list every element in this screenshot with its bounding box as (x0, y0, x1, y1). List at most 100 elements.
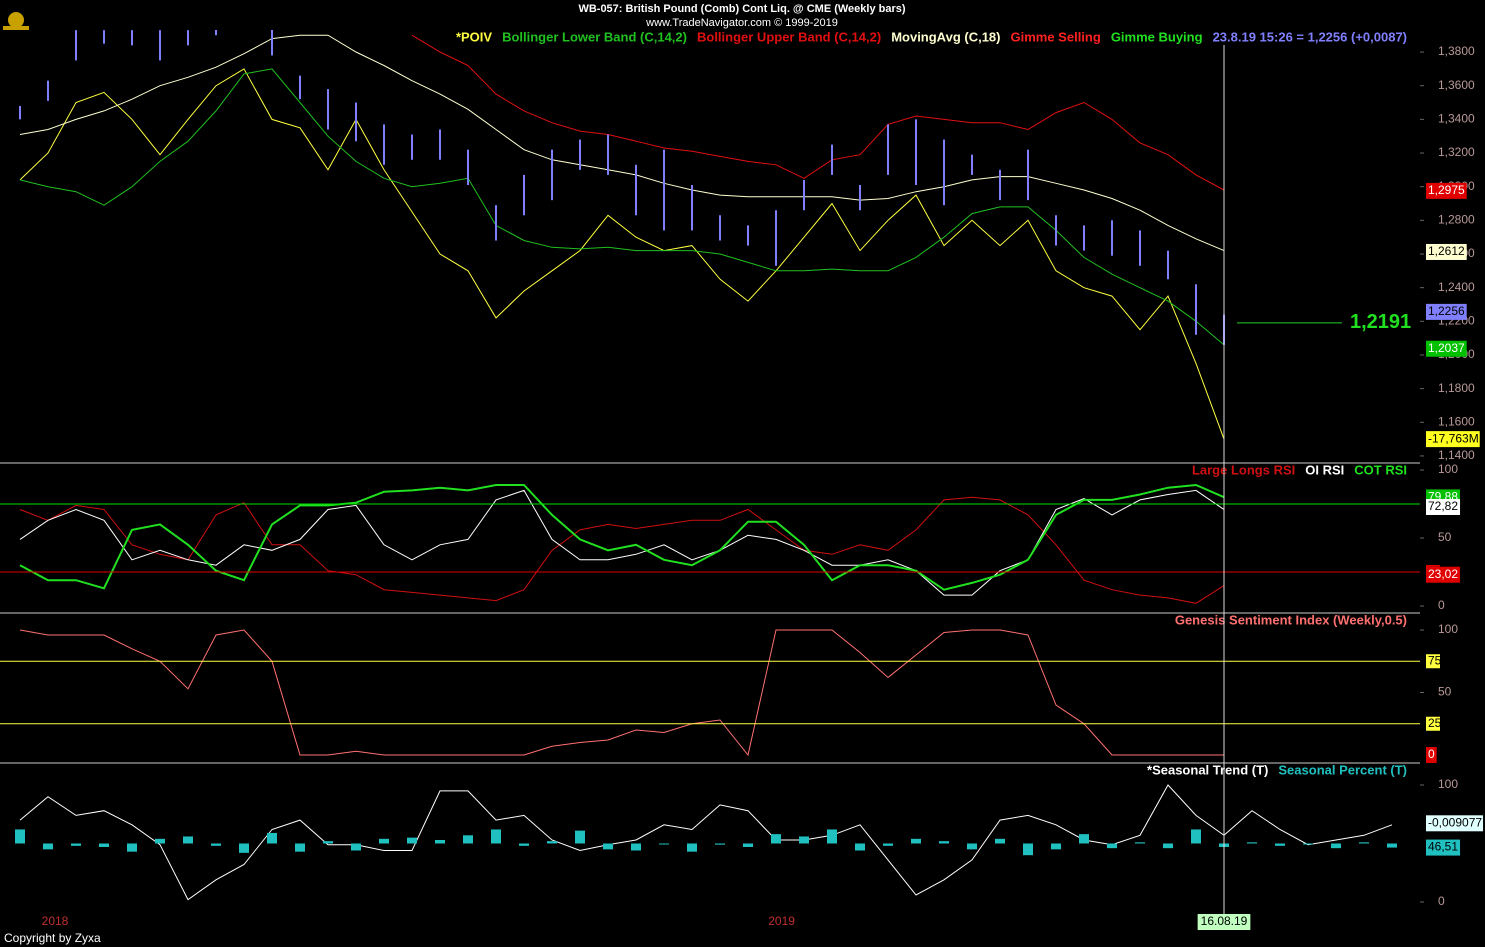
y-tick-label: 1,1400 (1438, 448, 1475, 462)
legend-entry: Seasonal Percent (T) (1278, 762, 1407, 777)
x-tick-label: 2018 (42, 914, 69, 928)
hist-bar (911, 838, 921, 844)
legend-entry: Gimme Buying (1111, 29, 1203, 44)
hist-bar (659, 843, 669, 845)
hist-bar (1303, 843, 1313, 845)
last-value-bg (1426, 566, 1461, 583)
y-tick-label: 1,3600 (1438, 78, 1475, 92)
footer: Copyright by Zyxa (4, 931, 101, 945)
hist-bar (99, 843, 109, 847)
series-line (19, 68, 1225, 346)
hist-bar (1359, 842, 1369, 844)
y-tick-label: 0 (1438, 598, 1445, 612)
panel (19, 30, 1225, 440)
last-value-bg (1426, 182, 1467, 199)
series-line (19, 34, 1225, 252)
poiv-label: -17,763M (1428, 431, 1479, 445)
y-tick-label: 1,3800 (1438, 44, 1475, 58)
hist-bar (547, 841, 557, 844)
level-label-bg (1426, 654, 1440, 669)
hist-bar (575, 830, 585, 844)
hist-bar (351, 843, 361, 851)
hist-bar (239, 843, 249, 853)
level-label: 75 (1428, 653, 1442, 667)
hist-bar (1331, 843, 1341, 849)
cursor-date-bg (1197, 914, 1251, 930)
x-tick-label: 2019 (768, 914, 795, 928)
last-value-label: 0 (1428, 747, 1435, 761)
legend-entry: Bollinger Upper Band (C,14,2) (697, 29, 881, 44)
hist-bar (771, 834, 781, 844)
y-tick-label: 1,3200 (1438, 145, 1475, 159)
hist-bar (1247, 842, 1257, 844)
last-value-bg (1426, 498, 1461, 515)
hist-bar (715, 843, 725, 845)
trend-label: -0,009077 (1428, 815, 1482, 829)
hist-bar (1275, 843, 1285, 846)
last-value-bg (1426, 303, 1467, 320)
hist-bar (827, 829, 837, 844)
series-line (19, 68, 1225, 440)
y-tick-label: 50 (1438, 530, 1452, 544)
series-line (19, 784, 1393, 901)
series-line (19, 483, 1225, 591)
poiv-label-bg (1426, 431, 1480, 448)
legend-entry: Gimme Selling (1011, 29, 1101, 44)
y-tick-label: 1,1800 (1438, 381, 1475, 395)
legend-entry: 23.8.19 15:26 = 1,2256 (+0,0087) (1213, 29, 1407, 44)
last-value-bg (1426, 839, 1461, 856)
hist-bar (1107, 843, 1117, 849)
y-tick-label: 50 (1438, 685, 1452, 699)
hist-bar (463, 835, 473, 844)
hist-bar (435, 839, 445, 844)
panel (19, 629, 1224, 757)
hist-bar (379, 838, 389, 844)
hist-bar (967, 843, 977, 850)
hist-bar (127, 843, 137, 852)
hist-bar (687, 843, 697, 852)
last-value-label: 1,2037 (1428, 341, 1465, 355)
legend-entry: *POIV (456, 29, 492, 44)
hist-bar (15, 829, 25, 844)
legend-entry: OI RSI (1305, 462, 1344, 477)
hist-bar (939, 841, 949, 844)
hist-bar (1079, 834, 1089, 844)
hist-bar (407, 837, 417, 844)
last-value-label: 1,2612 (1428, 244, 1465, 258)
series-line (19, 629, 1224, 757)
hist-bar (855, 843, 865, 851)
last-value-label: 1,2256 (1428, 304, 1465, 318)
hist-bar (267, 832, 277, 844)
chart-title: WB-057: British Pound (Comb) Cont Liq. @… (578, 3, 905, 15)
cursor-date: 16.08.19 (1201, 914, 1248, 928)
hist-bar (491, 829, 501, 844)
hist-bar (71, 843, 81, 846)
last-value-label: 23,02 (1428, 567, 1458, 581)
level-label: 25 (1428, 716, 1442, 730)
chart-subtitle: www.TradeNavigator.com © 1999-2019 (645, 17, 838, 29)
last-value-bg (1426, 243, 1467, 260)
last-value-label: 72,82 (1428, 499, 1458, 513)
hist-bar (1051, 843, 1061, 850)
legend-entry: Genesis Sentiment Index (Weekly,0.5) (1175, 612, 1407, 627)
level-label-bg (1426, 716, 1440, 731)
hist-bar (183, 836, 193, 844)
series-line (411, 34, 1225, 191)
hist-bar (995, 838, 1005, 844)
y-tick-label: 1,2800 (1438, 213, 1475, 227)
hist-bar (1387, 843, 1397, 848)
y-tick-label: 1,2400 (1438, 280, 1475, 294)
panel (15, 784, 1397, 901)
hist-bar (603, 843, 613, 850)
legend-entry: Bollinger Lower Band (C,14,2) (502, 29, 687, 44)
legend-entry: Large Longs RSI (1192, 462, 1295, 477)
y-tick-label: 1,1600 (1438, 414, 1475, 428)
legend-entry: COT RSI (1354, 462, 1407, 477)
y-tick-label: 1,3400 (1438, 112, 1475, 126)
logo (3, 12, 29, 30)
last-value-bg (1426, 340, 1467, 357)
panel (19, 483, 1225, 604)
legend-entry: *Seasonal Trend (T) (1147, 762, 1268, 777)
series-line (19, 496, 1225, 604)
y-tick-label: 100 (1438, 622, 1458, 636)
